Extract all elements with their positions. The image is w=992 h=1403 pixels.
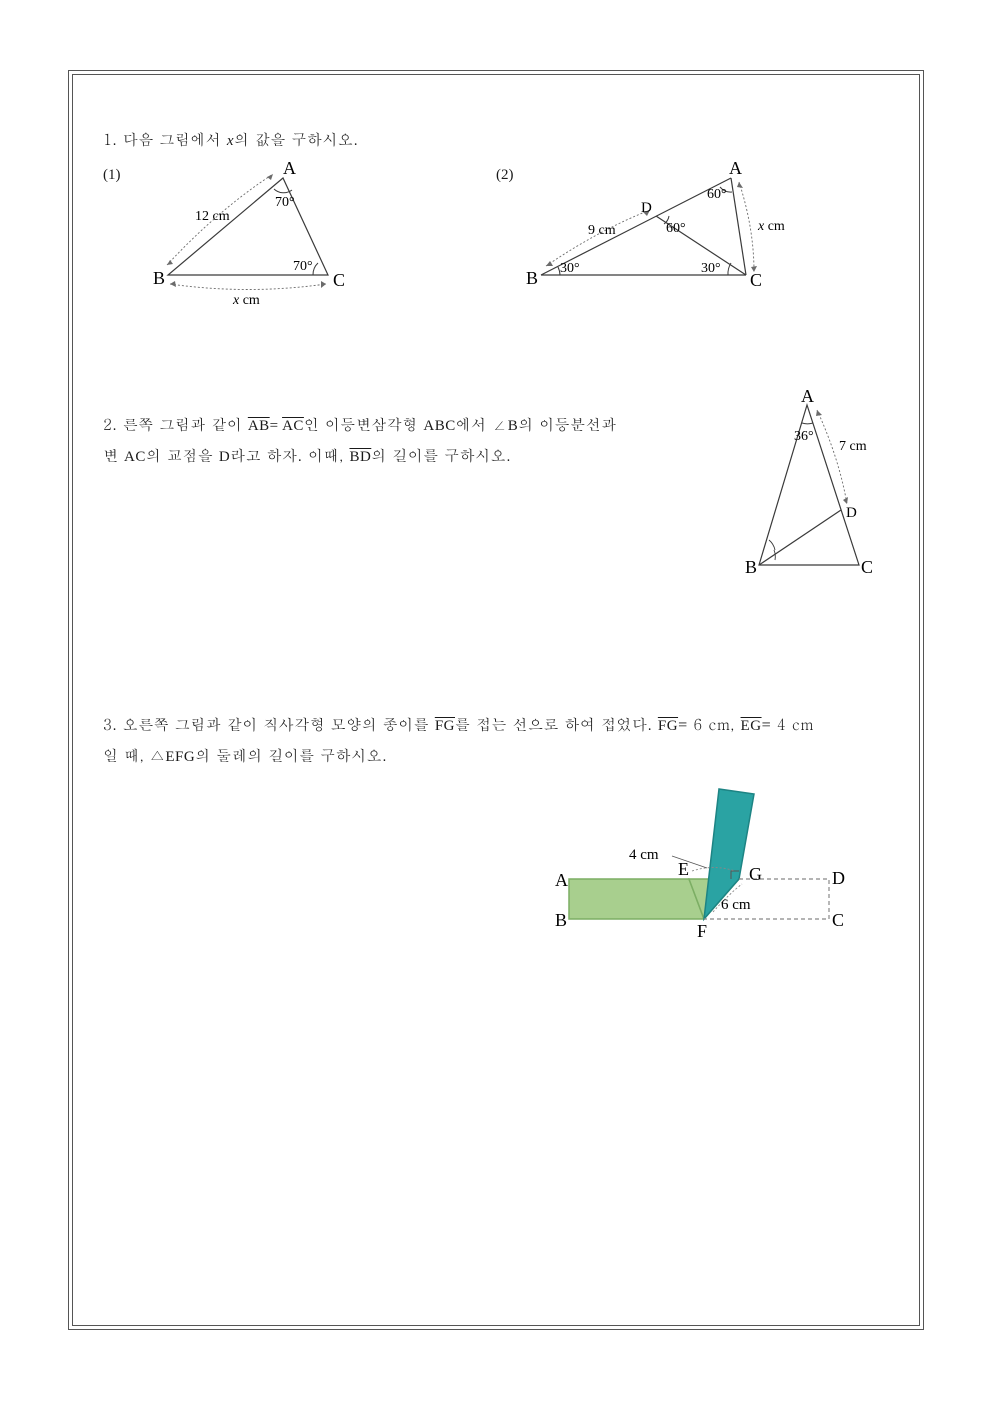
page-inner-border: 1. 다음 그림에서 x의 값을 구하시오. (1) (72, 74, 920, 1326)
p1a-figure: A B C 70° 70° 12 cm x cm (143, 160, 373, 310)
p2-C: C (861, 557, 873, 577)
p1a-angA: 70° (275, 195, 295, 210)
p3-FG2: FG (658, 718, 678, 734)
p3-B: B (555, 910, 567, 930)
p2-ABC: ABC (423, 418, 455, 434)
p2-number: 2. (103, 414, 117, 435)
p3-FG1: FG (435, 718, 455, 734)
problem-1-part-2: (2) (496, 160, 889, 310)
p1b-angB: 30° (560, 261, 580, 276)
problem-3-text: 3. 오른쪽 그림과 같이 직사각형 모양의 종이를 FG를 접는 선으로 하여… (103, 710, 889, 741)
p2-A: A (801, 390, 814, 406)
p3-EFG: EFG (165, 749, 195, 765)
p3-4cm: 4 cm (629, 847, 659, 863)
p2-len: 7 cm (839, 439, 867, 454)
p3-F: F (697, 921, 707, 941)
p2-tg: 라고 하자. 이때, (230, 445, 349, 466)
p3-G: G (749, 864, 762, 884)
p1b-figure: A B C D 60° 60° 30° 30° 9 cm x cm (506, 160, 806, 300)
p3-figure: A B C D E F G 4 cm 6 cm (529, 784, 849, 954)
p3-figure-wrap: A B C D E F G 4 cm 6 cm (103, 784, 889, 954)
p3-tc: = 6 cm, (678, 714, 741, 735)
p1b-D: D (641, 200, 652, 216)
p1b-angD: 60° (666, 221, 686, 236)
p1a-C: C (333, 270, 345, 290)
p1b-AC: x cm (757, 219, 785, 234)
p1b-C: C (750, 270, 762, 290)
p1b-angA: 60° (707, 187, 727, 202)
p2-Dpt: D (219, 449, 230, 465)
p2-Bang: B (508, 418, 519, 434)
p3-D: D (832, 868, 845, 888)
p2-ang: 36° (794, 429, 814, 444)
p2-figure-wrap: A B C D 36° 7 cm (739, 390, 889, 590)
p2-BD: BD (349, 449, 371, 465)
problem-2-text: 2. 른쪽 그림과 같이 AB= AC인 이등변삼각형 ABC에서 ∠B의 이등… (103, 390, 719, 472)
p3-C: C (832, 910, 844, 930)
p2-Blbl: B (745, 557, 757, 577)
p3-td: = 4 cm (762, 714, 814, 735)
p3-tb: 를 접는 선으로 하여 접었다. (455, 714, 658, 735)
problem-1-text: 1. 다음 그림에서 x의 값을 구하시오. (103, 125, 889, 156)
p1a-BC: x cm (232, 293, 260, 308)
p2-ACside: AC (124, 449, 146, 465)
p2-ta: 른쪽 그림과 같이 (123, 414, 248, 435)
p3-A: A (555, 870, 568, 890)
p3-6cm: 6 cm (721, 897, 751, 913)
p2-td: 의 이등분선과 (518, 414, 617, 435)
p1b-B: B (526, 268, 538, 288)
p2-tc: 에서 ∠ (456, 414, 508, 435)
p1b-angC: 30° (701, 261, 721, 276)
p2-th: 의 길이를 구하시오. (371, 445, 511, 466)
p3-number: 3. (103, 714, 117, 735)
p3-ta: 오른쪽 그림과 같이 직사각형 모양의 종이를 (123, 714, 435, 735)
p1-number: 1. (103, 129, 117, 150)
p2-figure: A B C D 36° 7 cm (739, 390, 889, 590)
problem-1-subrow: (1) (103, 160, 889, 310)
problem-2: 2. 른쪽 그림과 같이 AB= AC인 이등변삼각형 ABC에서 ∠B의 이등… (103, 390, 889, 590)
p3-EG: EG (741, 718, 762, 734)
p1a-label: (1) (103, 160, 121, 190)
p1a-A: A (283, 160, 296, 178)
p3-tf: 의 둘레의 길이를 구하시오. (195, 745, 387, 766)
p3-green-part (569, 879, 704, 919)
p2-tb: 인 이등변삼각형 (304, 414, 424, 435)
p3-E: E (678, 859, 689, 879)
p2-D: D (846, 505, 857, 521)
problem-1: 1. 다음 그림에서 x의 값을 구하시오. (1) (103, 125, 889, 310)
problem-1-part-1: (1) (103, 160, 496, 310)
p1a-angC: 70° (293, 259, 313, 274)
p3-te: 일 때, △ (103, 745, 165, 766)
p1a-AB: 12 cm (195, 209, 230, 224)
p1a-B: B (153, 268, 165, 288)
p1b-A: A (729, 160, 742, 178)
p1-text: 다음 그림에서 x의 값을 구하시오. (123, 129, 359, 150)
p2-tf: 의 교점을 (146, 445, 219, 466)
p2-AC: AC (282, 418, 304, 434)
p2-te: 변 (103, 445, 124, 466)
page-outer-border: 1. 다음 그림에서 x의 값을 구하시오. (1) (68, 70, 924, 1330)
p2-AB: AB (248, 418, 270, 434)
problem-3: 3. 오른쪽 그림과 같이 직사각형 모양의 종이를 FG를 접는 선으로 하여… (103, 710, 889, 954)
p1b-BD: 9 cm (588, 223, 616, 238)
